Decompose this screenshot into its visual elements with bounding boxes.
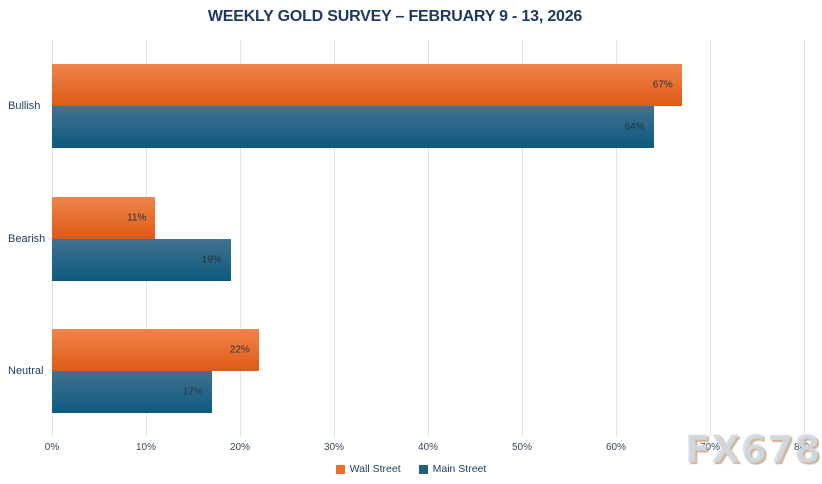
- bar-value-label: 64%: [624, 121, 645, 133]
- x-axis-labels: 0% 10% 20% 30% 40% 50% 60% 70% 80%: [45, 442, 814, 456]
- grid-line: [616, 40, 617, 437]
- category-label-bearish: Bearish: [8, 232, 46, 245]
- grid-line: [522, 40, 523, 437]
- legend-swatch: [418, 464, 428, 474]
- bar-bearish-main-street: 19%: [52, 238, 231, 281]
- x-tick-label: 40%: [417, 442, 438, 453]
- category-label-bullish: Bullish: [8, 100, 41, 113]
- category-label-neutral: Neutral: [8, 364, 44, 377]
- chart-title: WEEKLY GOLD SURVEY – FEBRUARY 9 - 13, 20…: [207, 8, 583, 25]
- x-tick-label: 60%: [605, 442, 626, 453]
- x-tick-label: 20%: [229, 442, 250, 453]
- bar-neutral-main-street: 17%: [52, 370, 212, 413]
- bar-value-label: 19%: [201, 254, 222, 265]
- grid-line: [334, 40, 335, 437]
- bar-value-label: 17%: [182, 386, 203, 398]
- bar-value-label: 67%: [652, 79, 673, 91]
- legend-item-wall-street: Wall Street: [335, 463, 401, 475]
- legend: Wall Street Main Street: [0, 463, 822, 475]
- legend-label: Wall Street: [349, 463, 401, 475]
- x-tick-label: 0%: [44, 442, 60, 453]
- x-tick-label: 70%: [699, 442, 720, 453]
- y-axis-labels: Bullish Bearish Neutral: [0, 40, 52, 437]
- bar-bullish-wall-street: 67%: [52, 64, 682, 107]
- bar-group-neutral: 22% 17%: [52, 328, 804, 413]
- grid-line: [428, 40, 429, 437]
- legend-label: Main Street: [432, 463, 487, 475]
- grid-line: [710, 40, 711, 437]
- legend-item-main-street: Main Street: [418, 463, 487, 475]
- bar-group-bearish: 11% 19%: [52, 196, 804, 281]
- bar-bullish-main-street: 64%: [52, 106, 654, 149]
- grid-line: [804, 40, 805, 437]
- bar-bearish-wall-street: 11%: [52, 196, 156, 239]
- bar-value-label: 22%: [229, 344, 250, 356]
- grid-line: [240, 40, 241, 437]
- bar-group-bullish: 67% 64%: [52, 64, 804, 149]
- x-tick-label: 50%: [511, 442, 532, 453]
- bar-neutral-wall-street: 22%: [52, 328, 259, 371]
- plot-area: 67% 64% 11% 19% 22% 17%: [52, 40, 805, 437]
- x-tick-label: 30%: [323, 442, 344, 453]
- x-tick-label: 10%: [135, 442, 156, 453]
- bar-value-label: 11%: [127, 212, 147, 223]
- legend-swatch: [335, 464, 345, 474]
- x-tick-label: 80%: [793, 442, 814, 453]
